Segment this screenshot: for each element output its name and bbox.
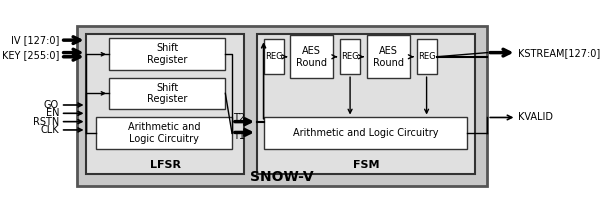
Text: GO: GO: [44, 100, 59, 110]
Text: KVALID: KVALID: [518, 113, 553, 122]
Text: Shift
Register: Shift Register: [147, 43, 187, 65]
Bar: [257, 34, 475, 174]
Text: FSM: FSM: [353, 160, 379, 170]
Bar: [109, 38, 226, 70]
Text: T1: T1: [233, 131, 245, 141]
Bar: [416, 39, 437, 74]
Bar: [340, 39, 360, 74]
Text: SNOW-V: SNOW-V: [250, 170, 314, 184]
Bar: [97, 117, 232, 149]
Text: CLK: CLK: [40, 125, 59, 135]
Text: Arithmetic and
Logic Circuitry: Arithmetic and Logic Circuitry: [128, 122, 200, 144]
Bar: [77, 26, 487, 186]
Bar: [367, 35, 410, 78]
Text: AES
Round: AES Round: [373, 46, 404, 68]
Text: EN: EN: [46, 108, 59, 118]
Text: IV [127:0]: IV [127:0]: [11, 35, 59, 45]
Text: KEY [255:0]: KEY [255:0]: [2, 50, 59, 60]
Text: LFSR: LFSR: [150, 160, 181, 170]
Bar: [290, 35, 334, 78]
Bar: [109, 77, 226, 109]
Text: REG: REG: [418, 52, 436, 61]
Text: AES
Round: AES Round: [296, 46, 328, 68]
Text: Arithmetic and Logic Circuitry: Arithmetic and Logic Circuitry: [293, 128, 438, 138]
Bar: [86, 34, 244, 174]
Bar: [263, 39, 284, 74]
Bar: [263, 117, 467, 149]
Text: RSTN: RSTN: [33, 117, 59, 127]
Text: REG: REG: [265, 52, 283, 61]
Text: Shift
Register: Shift Register: [147, 83, 187, 104]
Text: T2: T2: [233, 113, 245, 123]
Text: KSTREAM[127:0]: KSTREAM[127:0]: [518, 48, 600, 58]
Text: REG: REG: [341, 52, 359, 61]
